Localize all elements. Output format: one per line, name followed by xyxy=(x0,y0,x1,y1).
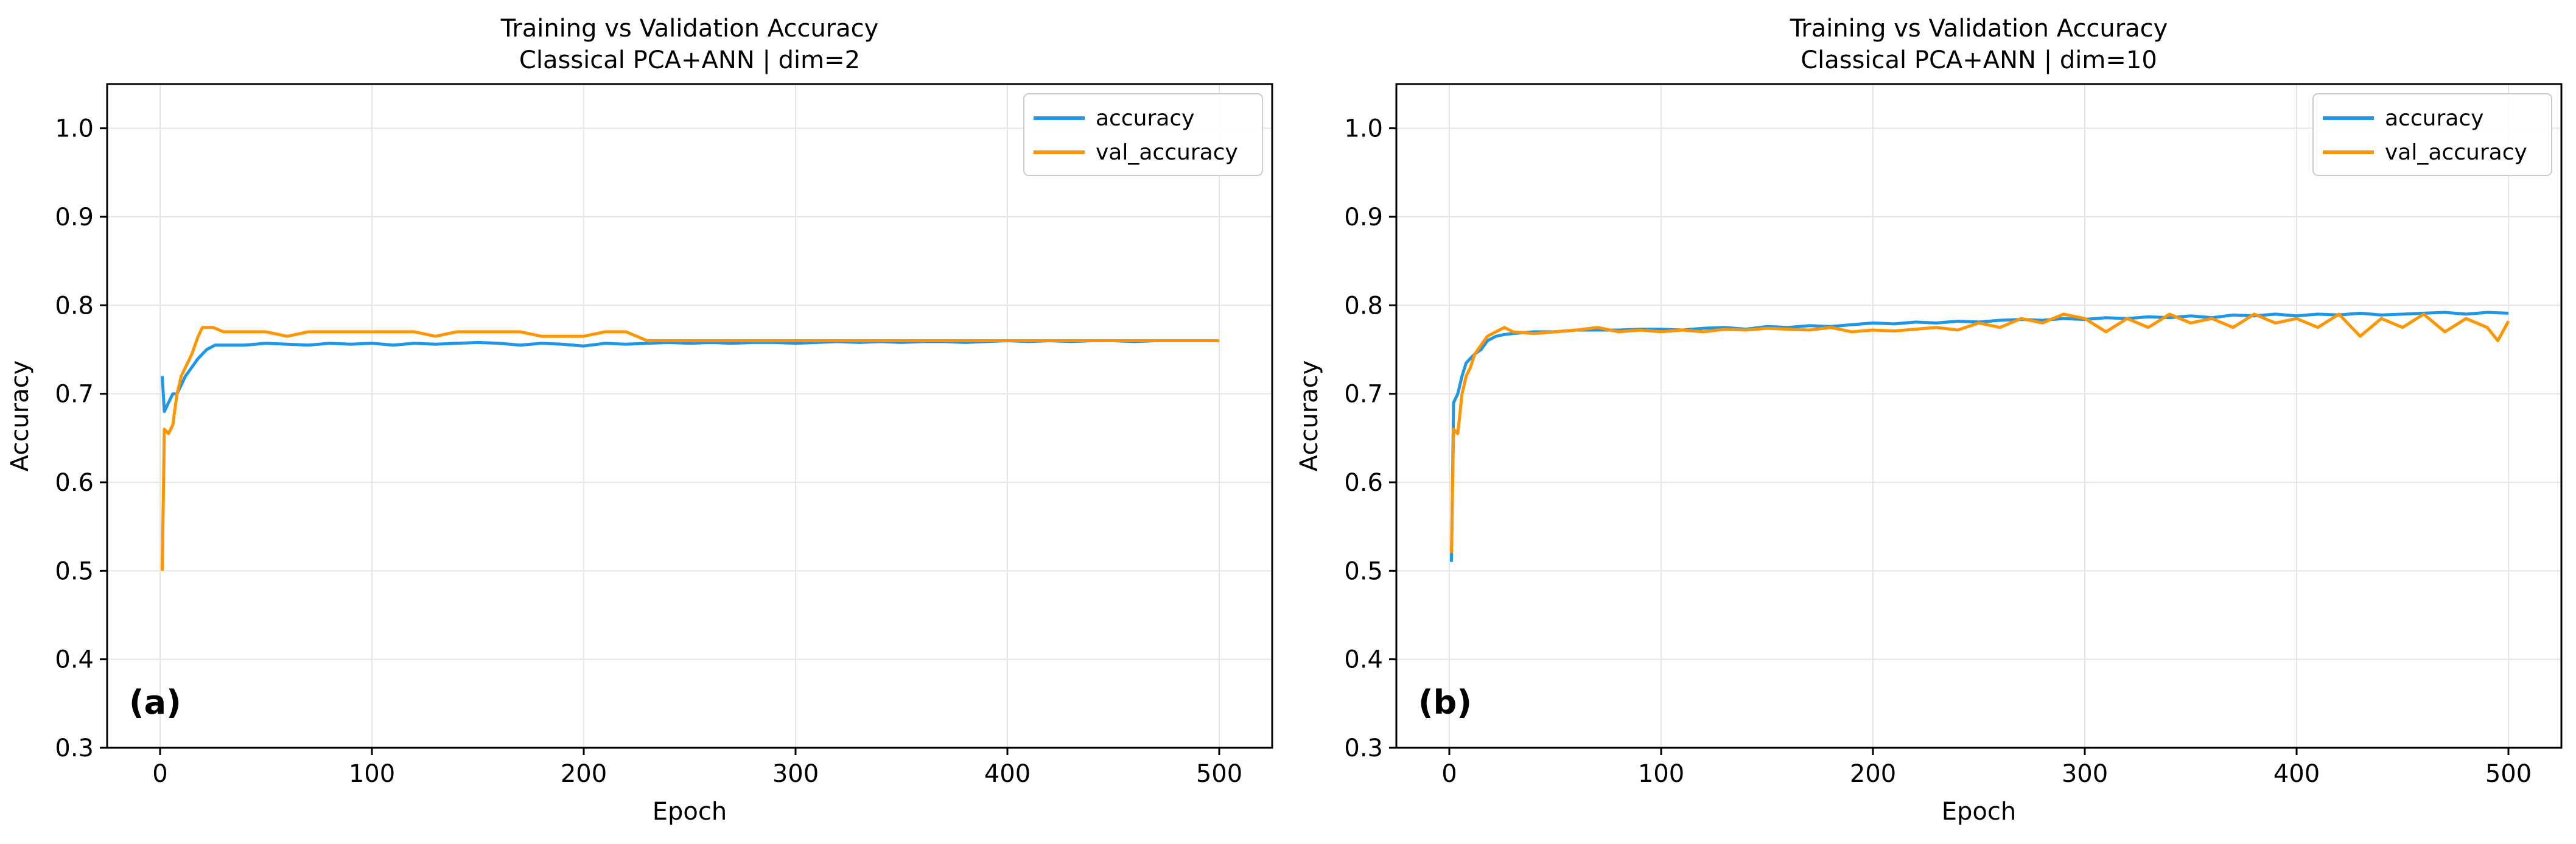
y-tick-label: 0.8 xyxy=(1344,292,1383,320)
legend-box xyxy=(1023,93,1263,176)
chart-subtitle: Classical PCA+ANN | dim=10 xyxy=(1801,46,2157,74)
chart-panel-1: 0 100 200 300 400 500 0.3 0.4 0.5 0.6 0.7 0.8 0.9 1.0… xyxy=(6,15,1273,826)
y-tick-label: 0.6 xyxy=(1344,469,1383,497)
y-tick-label: 0.6 xyxy=(55,469,94,497)
x-tick-label: 100 xyxy=(349,760,395,788)
series-line-val-accuracy xyxy=(1450,312,2510,554)
y-tick-label: 0.5 xyxy=(1344,557,1383,585)
panel-label: (a) xyxy=(129,683,181,722)
x-tick-label: 500 xyxy=(1196,760,1242,788)
legend: accuracy val_accuracy xyxy=(2312,93,2552,176)
chart-title: Training vs Validation Accuracy xyxy=(1790,15,2168,43)
y-axis-label: Accuracy xyxy=(6,360,34,472)
legend-label: val_accuracy xyxy=(2385,140,2527,165)
legend-label: val_accuracy xyxy=(1096,140,1238,165)
x-tick-label: 300 xyxy=(772,760,819,788)
series-line-accuracy xyxy=(1450,311,2509,562)
y-tick-label: 0.4 xyxy=(1344,646,1383,674)
x-tick-label: 400 xyxy=(984,760,1031,788)
y-tick-label: 0.5 xyxy=(55,557,94,585)
y-tick-label: 0.3 xyxy=(1344,734,1383,762)
y-tick-label: 0.4 xyxy=(55,646,94,674)
chart-panel-2: 0 100 200 300 400 500 0.3 0.4 0.5 0.6 0.7 0.8 0.9 1.0… xyxy=(1295,15,2563,826)
legend: accuracy val_accuracy xyxy=(1023,93,1263,176)
plot-frame xyxy=(1395,83,2563,749)
legend-label: accuracy xyxy=(2385,106,2483,131)
series-line-accuracy xyxy=(161,339,1219,413)
y-tick-label: 0.7 xyxy=(55,381,94,409)
legend-label: accuracy xyxy=(1096,106,1194,131)
y-tick-label: 0.3 xyxy=(55,734,94,762)
y-tick-label: 1.0 xyxy=(1344,115,1383,143)
y-tick-label: 0.8 xyxy=(55,292,94,320)
x-axis-label: Epoch xyxy=(1942,798,2016,826)
x-tick-label: 500 xyxy=(2485,760,2532,788)
x-tick-label: 0 xyxy=(1441,760,1457,788)
chart-subtitle: Classical PCA+ANN | dim=2 xyxy=(519,46,860,74)
plot-frame xyxy=(106,83,1273,749)
chart-title: Training vs Validation Accuracy xyxy=(500,15,879,43)
y-axis-label: Accuracy xyxy=(1295,360,1323,472)
x-tick-label: 0 xyxy=(152,760,167,788)
x-tick-label: 400 xyxy=(2273,760,2320,788)
panel-label: (b) xyxy=(1418,683,1472,722)
y-tick-label: 0.9 xyxy=(1344,203,1383,231)
x-tick-label: 100 xyxy=(1638,760,1684,788)
legend-box xyxy=(2312,93,2552,176)
x-tick-label: 200 xyxy=(1850,760,1896,788)
x-axis-label: Epoch xyxy=(653,798,727,826)
series-line-val-accuracy xyxy=(161,326,1219,571)
y-tick-label: 1.0 xyxy=(55,115,94,143)
y-tick-label: 0.9 xyxy=(55,203,94,231)
x-tick-label: 200 xyxy=(561,760,607,788)
x-tick-label: 300 xyxy=(2062,760,2108,788)
y-tick-label: 0.7 xyxy=(1344,381,1383,409)
